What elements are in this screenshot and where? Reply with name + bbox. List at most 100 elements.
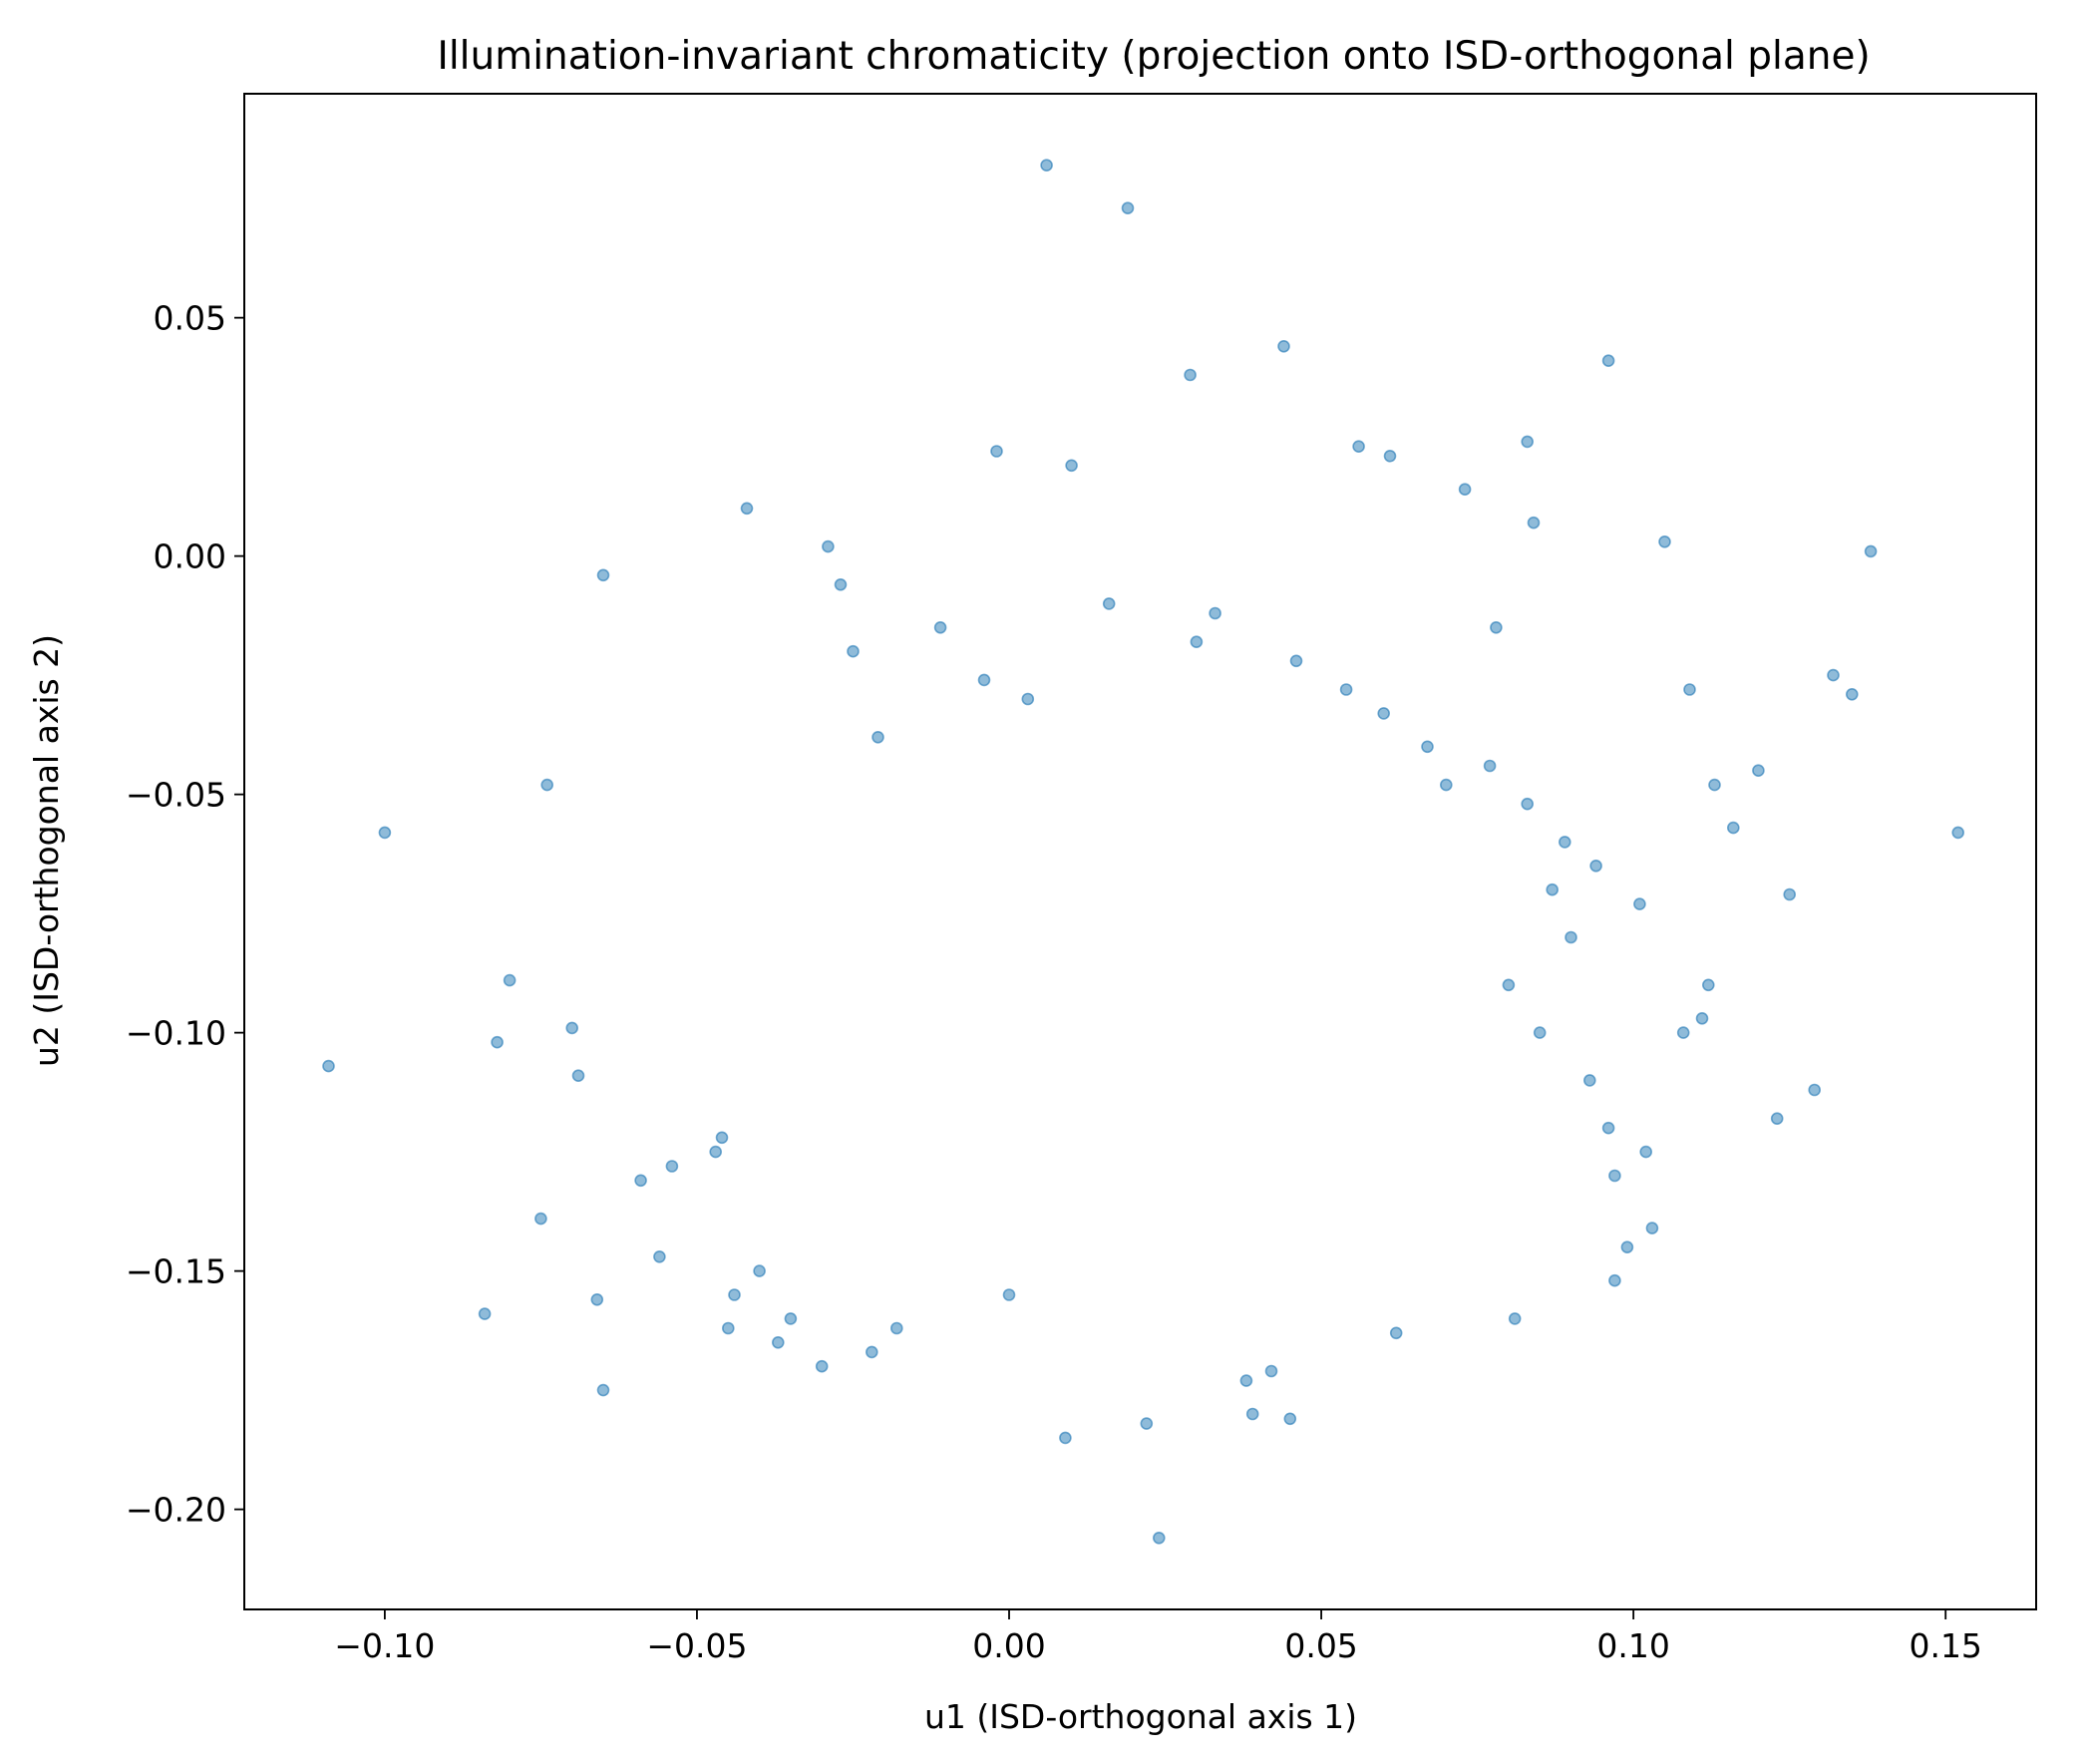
scatter-point xyxy=(1421,740,1434,754)
scatter-point xyxy=(565,1021,579,1035)
scatter-point xyxy=(1633,897,1646,910)
plot-frame xyxy=(243,93,2037,1610)
scatter-point xyxy=(534,1212,547,1226)
scatter-point xyxy=(933,620,947,634)
scatter-point xyxy=(1184,368,1197,382)
scatter-point xyxy=(977,673,991,687)
scatter-point xyxy=(1864,544,1878,558)
scatter-point xyxy=(665,1160,679,1173)
scatter-point xyxy=(1458,483,1472,497)
scatter-point xyxy=(753,1264,766,1277)
scatter-point xyxy=(1708,778,1721,792)
scatter-point xyxy=(1065,459,1078,473)
scatter-point xyxy=(1783,887,1796,901)
y-tick-label: −0.10 xyxy=(126,1014,226,1053)
scatter-point xyxy=(1827,668,1840,682)
scatter-point xyxy=(1676,1026,1690,1039)
scatter-point xyxy=(503,973,517,987)
x-tick-label: 0.10 xyxy=(1596,1626,1669,1665)
scatter-point xyxy=(1620,1240,1634,1253)
scatter-point xyxy=(1546,882,1559,896)
chart-title: Illumination-invariant chromaticity (pro… xyxy=(437,34,1870,79)
scatter-point xyxy=(715,1131,729,1145)
scatter-point xyxy=(1277,339,1290,353)
scatter-point xyxy=(1389,1326,1403,1340)
scatter-point xyxy=(1289,654,1303,668)
scatter-point xyxy=(1102,597,1116,610)
scatter-point xyxy=(1752,764,1765,778)
scatter-point xyxy=(653,1250,666,1263)
scatter-point xyxy=(1727,821,1740,835)
scatter-point xyxy=(1559,836,1571,849)
scatter-point xyxy=(822,539,835,553)
scatter-point xyxy=(634,1174,647,1188)
scatter-point xyxy=(1140,1417,1154,1430)
scatter-point xyxy=(815,1359,829,1373)
scatter-point xyxy=(1608,1169,1621,1183)
scatter-point xyxy=(771,1336,785,1349)
scatter-point xyxy=(1565,930,1577,944)
x-tick-label: −0.10 xyxy=(334,1626,435,1665)
scatter-point xyxy=(1440,778,1453,792)
scatter-point xyxy=(1508,1312,1522,1325)
y-axis: 0.05 0.00 −0.05 −0.10 −0.15 −0.20 xyxy=(126,299,244,1530)
y-tick-label: −0.20 xyxy=(126,1491,226,1530)
scatter-point xyxy=(1283,1412,1297,1426)
scatter-point xyxy=(1683,683,1696,696)
scatter-point xyxy=(1695,1011,1709,1025)
scatter-point xyxy=(1059,1431,1072,1445)
x-tick-label: 0.15 xyxy=(1909,1626,1981,1665)
scatter-point xyxy=(1770,1112,1784,1125)
scatter-point xyxy=(847,644,860,658)
scatter-point xyxy=(1808,1083,1821,1097)
y-tick-label: −0.15 xyxy=(126,1252,226,1291)
points-layer xyxy=(322,159,1964,1545)
scatter-point xyxy=(1658,534,1671,548)
scatter-point xyxy=(1502,978,1516,992)
x-tick-label: 0.05 xyxy=(1284,1626,1357,1665)
x-axis: −0.10 −0.05 0.00 0.05 0.10 0.15 xyxy=(334,1609,1982,1665)
scatter-point xyxy=(571,1069,585,1082)
scatter-point xyxy=(784,1312,798,1325)
scatter-point xyxy=(1339,683,1353,696)
scatter-point xyxy=(865,1345,878,1359)
scatter-point xyxy=(1608,1273,1621,1287)
scatter-point xyxy=(1521,435,1534,449)
scatter-point xyxy=(378,826,392,840)
scatter-point xyxy=(540,778,554,792)
scatter-point xyxy=(1245,1407,1259,1421)
scatter-point xyxy=(990,445,1003,458)
scatter-point xyxy=(1002,1288,1016,1301)
scatter-point xyxy=(1589,859,1602,873)
scatter-point xyxy=(1383,449,1397,463)
y-axis-label: u2 (ISD-orthogonal axis 2) xyxy=(27,634,66,1067)
scatter-point xyxy=(1209,606,1221,620)
x-tick-label: 0.00 xyxy=(972,1626,1045,1665)
scatter-point xyxy=(740,502,754,516)
scatter-point xyxy=(1490,620,1503,634)
scatter-point xyxy=(1951,826,1964,840)
y-tick-label: −0.05 xyxy=(126,776,226,815)
scatter-point xyxy=(721,1321,735,1335)
scatter-point xyxy=(596,1383,610,1397)
y-tick-label: 0.00 xyxy=(154,537,226,576)
scatter-point xyxy=(1521,797,1534,811)
scatter-point xyxy=(834,577,848,591)
scatter-point xyxy=(1121,201,1135,214)
scatter-point xyxy=(889,1321,903,1335)
scatter-point xyxy=(871,730,884,744)
scatter-point xyxy=(709,1145,723,1159)
scatter-point xyxy=(1040,159,1053,172)
scatter-point xyxy=(1264,1364,1278,1378)
x-tick-label: −0.05 xyxy=(646,1626,747,1665)
scatter-point xyxy=(1352,440,1365,454)
x-axis-label: u1 (ISD-orthogonal axis 1) xyxy=(924,1697,1357,1736)
scatter-point xyxy=(1483,759,1497,773)
scatter-point xyxy=(1846,687,1859,701)
scatter-point xyxy=(1527,516,1541,529)
scatter-point xyxy=(491,1035,504,1049)
scatter-point xyxy=(728,1288,741,1301)
scatter-point xyxy=(1021,692,1035,706)
